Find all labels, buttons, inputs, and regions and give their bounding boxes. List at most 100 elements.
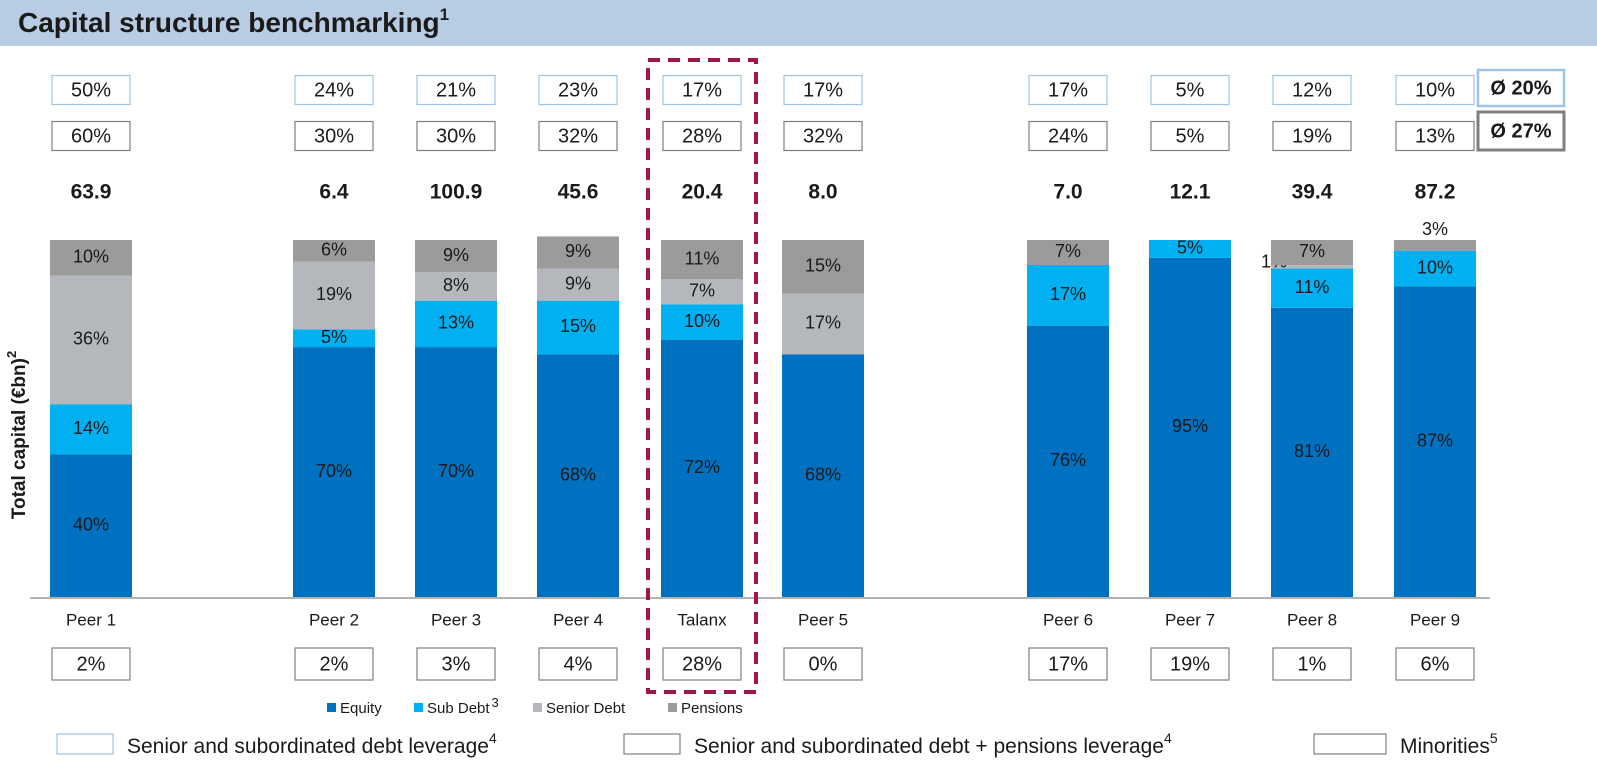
value-label: 87% <box>1417 430 1453 450</box>
bar-segment <box>537 236 619 269</box>
minorities-box <box>662 647 742 681</box>
legend-swatch <box>533 703 542 712</box>
bar-segment <box>293 240 375 262</box>
minorities-box <box>783 647 863 681</box>
value-label: 81% <box>1294 441 1330 461</box>
value-label: 9% <box>443 245 469 265</box>
value-label: 10% <box>73 247 109 267</box>
value-label: 3% <box>1422 219 1448 239</box>
bar-segment <box>415 300 497 348</box>
legend-entry: Minorities5 <box>1400 730 1498 758</box>
minorities-box-text: 4% <box>564 653 593 675</box>
debt-pensions-leverage-box-text: 24% <box>1048 125 1088 147</box>
bar-segment <box>293 261 375 330</box>
x-tick-label: Peer 5 <box>798 610 848 629</box>
legend-entry: Senior and subordinated debt + pensions … <box>694 730 1172 758</box>
x-tick-label: Peer 8 <box>1287 610 1337 629</box>
value-label: 17% <box>1050 284 1086 304</box>
value-label: 7% <box>1055 241 1081 261</box>
legend-entry: Senior Debt <box>546 700 626 717</box>
bar-segment <box>293 329 375 348</box>
bar-segment <box>661 339 743 597</box>
value-label: 15% <box>560 316 596 336</box>
total-capital: 20.4 <box>682 181 723 204</box>
legend-swatch <box>668 703 677 712</box>
value-label: 70% <box>438 461 474 481</box>
debt-pensions-leverage-box <box>1395 120 1475 152</box>
bar-segment <box>415 347 497 597</box>
value-label: 36% <box>73 329 109 349</box>
legend-note: 4 <box>1164 730 1172 746</box>
bar-segment <box>50 404 132 455</box>
bar-segment <box>1149 240 1231 258</box>
bar-segment <box>1394 240 1476 251</box>
chart-title: Capital structure benchmarking1 <box>18 5 449 38</box>
legend-swatch <box>414 703 423 712</box>
legend-name: Senior and subordinated debt leverage <box>127 735 489 758</box>
bar-segment <box>415 240 497 273</box>
value-label: 17% <box>805 313 841 333</box>
value-label: 10% <box>1417 257 1453 277</box>
total-capital: 8.0 <box>808 181 837 204</box>
minorities-box <box>294 647 374 681</box>
title-text: Capital structure benchmarking <box>18 7 440 38</box>
debt-leverage-box <box>783 74 863 106</box>
bar-segment <box>1027 264 1109 326</box>
total-capital: 63.9 <box>71 181 112 204</box>
legend-entry: Senior and subordinated debt leverage4 <box>127 730 497 758</box>
value-label: 11% <box>1295 277 1330 297</box>
debt-leverage-box-text: 50% <box>71 79 111 101</box>
value-label: 10% <box>684 311 720 331</box>
total-capital: 39.4 <box>1292 181 1333 204</box>
debt-pensions-leverage-box-text: 30% <box>436 125 476 147</box>
value-label: 6% <box>321 239 347 259</box>
debt-leverage-box-text: 24% <box>314 79 354 101</box>
legend-box <box>56 733 114 755</box>
value-label: 19% <box>316 284 352 304</box>
bar-segment <box>782 354 864 597</box>
debt-pensions-leverage-box <box>294 120 374 152</box>
minorities-box-text: 1% <box>1298 653 1327 675</box>
value-label: 72% <box>684 457 720 477</box>
legend-entry: Sub Debt 3 <box>427 695 499 717</box>
legend-entry: Pensions <box>681 700 743 717</box>
debt-pensions-leverage-box-text: 30% <box>314 125 354 147</box>
debt-leverage-box <box>294 74 374 106</box>
total-capital: 87.2 <box>1415 181 1456 204</box>
debt-pensions-leverage-box <box>416 120 496 152</box>
legend-name: Minorities <box>1400 735 1490 758</box>
legend-name: Sub Debt <box>427 700 490 717</box>
debt-pensions-leverage-box <box>662 120 742 152</box>
legend-box <box>1313 733 1387 755</box>
total-capital: 7.0 <box>1053 181 1082 204</box>
bar-segment <box>661 279 743 305</box>
debt-leverage-box-text: 17% <box>682 79 722 101</box>
legend-entry: Equity <box>340 700 382 717</box>
debt-pensions-leverage-box-text: 60% <box>71 125 111 147</box>
value-label: 7% <box>1299 241 1325 261</box>
average-debt-leverage <box>1476 68 1566 108</box>
bar-segment <box>50 454 132 597</box>
bar-segment <box>1271 307 1353 597</box>
header-band <box>0 0 1597 46</box>
bar-segment <box>661 304 743 340</box>
value-label: 5% <box>321 327 347 347</box>
total-capital: 12.1 <box>1170 181 1211 204</box>
debt-leverage-box-text: 10% <box>1415 79 1455 101</box>
value-label: 15% <box>805 256 841 276</box>
debt-leverage-box <box>1028 74 1108 106</box>
value-label: 7% <box>689 281 715 301</box>
minorities-box-text: 17% <box>1048 653 1088 675</box>
value-label: 9% <box>565 273 591 293</box>
legend-note: 4 <box>489 730 497 746</box>
bar-segment <box>1149 257 1231 597</box>
minorities-box-text: 0% <box>809 653 838 675</box>
average-debt-leverage-text: Ø 20% <box>1490 77 1551 99</box>
average-debt-pensions-leverage <box>1476 110 1566 152</box>
minorities-box <box>51 647 131 681</box>
y-axis-label: Total capital (€bn)2 <box>4 351 30 519</box>
bar-segment <box>1027 325 1109 597</box>
minorities-box-text: 2% <box>320 653 349 675</box>
legend-note: 3 <box>492 695 499 710</box>
value-label: 9% <box>565 241 591 261</box>
